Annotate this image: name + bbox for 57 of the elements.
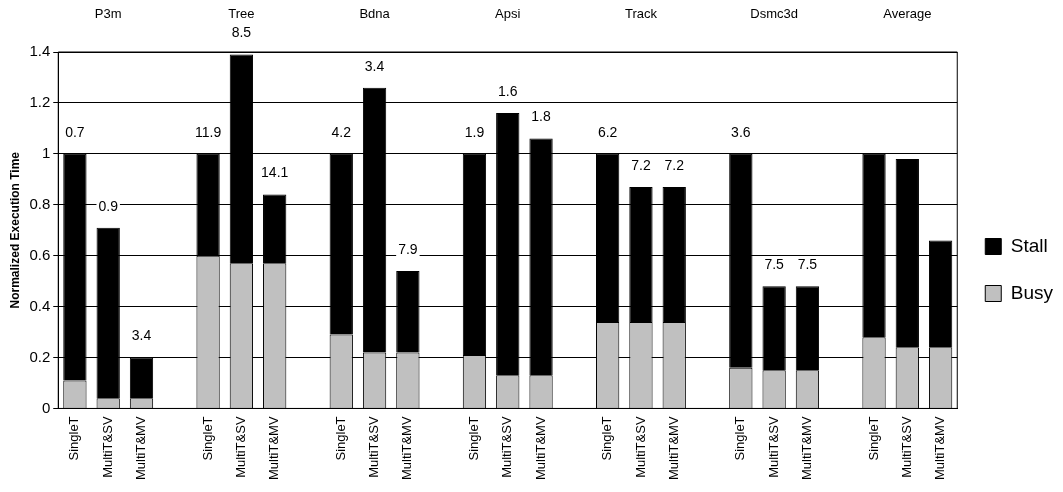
- x-tick-label: SingleT: [466, 416, 482, 461]
- text: Dsmc3d: [750, 5, 798, 21]
- annotation: 1.8: [531, 108, 551, 125]
- x-tick-label: MultiT&SV: [632, 416, 648, 478]
- annotation: 4.2: [331, 123, 352, 140]
- annotation: 1.6: [498, 82, 518, 99]
- text: Track: [624, 5, 658, 21]
- x-tick-label: MultiT&MV: [266, 416, 282, 480]
- x-tick-label: SingleT: [199, 416, 215, 461]
- legend-label: Busy: [1010, 281, 1054, 303]
- y-tick-label: 0.8: [29, 194, 51, 212]
- x-tick-label: SingleT: [66, 416, 82, 461]
- annotation: 7.9: [398, 240, 418, 257]
- y-tick-label: 0.2: [29, 347, 51, 365]
- text: P3m: [94, 5, 122, 21]
- annotation: 7.2: [631, 156, 651, 173]
- x-tick-label: MultiT&MV: [532, 416, 548, 480]
- text: Bdna: [359, 5, 391, 21]
- x-tick-label: MultiT&MV: [799, 416, 814, 480]
- annotation: 0.9: [98, 197, 119, 214]
- y-axis-title: Normalized Execution Time: [7, 151, 22, 309]
- x-tick-label: MultiT&MV: [133, 416, 149, 480]
- x-tick-label: MultiT&SV: [499, 416, 515, 478]
- y-tick-label: 0: [41, 398, 51, 416]
- annotation: 3.6: [731, 123, 751, 140]
- annotation: 0.7: [65, 123, 85, 140]
- x-tick-label: MultiT&MV: [932, 416, 948, 480]
- x-tick-label: SingleT: [332, 416, 348, 461]
- y-tick-label: 1.2: [29, 93, 51, 111]
- x-tick-label: MultiT&SV: [765, 416, 781, 478]
- annotation: 1.9: [464, 123, 485, 140]
- annotation: 14.1: [261, 164, 289, 181]
- x-tick-label: SingleT: [732, 416, 748, 461]
- annotation: 3.4: [131, 327, 152, 344]
- legend-label: Stall: [1010, 234, 1048, 256]
- y-tick-label: 1: [41, 143, 51, 161]
- x-tick-label: SingleT: [599, 416, 615, 461]
- x-tick-label: MultiT&MV: [399, 416, 415, 480]
- text: 8.5: [231, 24, 252, 41]
- annotation: 7.5: [797, 256, 818, 273]
- y-tick-label: 0.4: [29, 296, 51, 314]
- annotation: 7.5: [764, 256, 785, 273]
- x-tick-label: MultiT&SV: [366, 416, 382, 478]
- text: Average: [883, 5, 932, 21]
- x-tick-label: MultiT&MV: [665, 416, 681, 480]
- x-tick-label: MultiT&SV: [232, 416, 248, 478]
- annotation: 6.2: [597, 123, 618, 140]
- text: Apsi: [495, 5, 521, 21]
- annotation: 7.2: [664, 156, 685, 173]
- x-tick-label: SingleT: [865, 416, 881, 461]
- y-tick-label: 1.4: [29, 42, 51, 60]
- annotation: 11.9: [194, 123, 222, 140]
- x-tick-label: MultiT&SV: [898, 416, 914, 478]
- annotation: 3.4: [364, 57, 385, 74]
- y-tick-label: 0.6: [29, 245, 51, 263]
- x-tick-label: MultiT&SV: [99, 416, 115, 478]
- text: Tree: [228, 5, 255, 21]
